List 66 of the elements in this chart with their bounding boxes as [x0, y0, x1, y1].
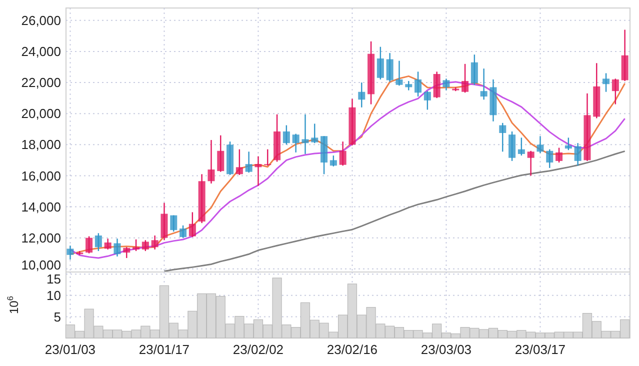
candlestick [442, 78, 450, 91]
candlestick [433, 71, 440, 99]
candlestick [86, 236, 93, 254]
candlestick [405, 80, 412, 91]
line-series [163, 150, 626, 272]
candlestick [339, 140, 346, 166]
candlestick [302, 114, 309, 155]
y-tick-label: 18,000 [21, 137, 61, 152]
candlestick [311, 123, 318, 144]
candlestick [236, 148, 243, 176]
candlestick [358, 82, 366, 108]
candlestick [386, 52, 394, 82]
candlestick [564, 137, 572, 151]
candlestick [527, 150, 534, 176]
candlestick [499, 122, 506, 152]
candlestick [170, 214, 178, 232]
candlestick [508, 130, 516, 162]
candlestick [292, 133, 300, 154]
candlestick [132, 238, 140, 252]
candlestick [470, 54, 478, 86]
candlestick [602, 72, 610, 92]
x-tick-label: 23/03/17 [514, 342, 566, 357]
x-tick-label: 23/02/02 [232, 342, 284, 357]
candlestick [208, 139, 215, 184]
x-tick-label: 23/03/03 [420, 342, 472, 357]
x-tick-label: 23/01/17 [138, 342, 190, 357]
y-tick-label: 10,000 [21, 258, 61, 273]
y-tick-label: 16,000 [21, 168, 61, 184]
candlestick [66, 245, 74, 260]
candlestick [142, 240, 149, 252]
candlestick [180, 224, 187, 238]
x-tick-label: 23/01/03 [44, 342, 96, 357]
y-tick-label: 12,000 [21, 230, 61, 246]
x-tick-label: 23/02/16 [326, 342, 378, 357]
y-tick-label: 15 [46, 272, 61, 287]
candlestick [518, 137, 525, 156]
candlestick [536, 136, 544, 154]
candlestick [396, 60, 403, 86]
candlestick [480, 68, 488, 100]
y-tick-label: 14,000 [21, 199, 61, 214]
candlestick [264, 148, 272, 166]
candlestick [282, 124, 290, 146]
candlestick [462, 63, 469, 94]
candlestick [574, 142, 582, 166]
candlestick [188, 212, 196, 238]
y-tick-label: 22,000 [21, 75, 61, 90]
candlestick [414, 71, 422, 98]
candlestick [94, 232, 102, 252]
candlestick [376, 46, 384, 80]
candlestick [104, 238, 112, 250]
y-tick-label: 24,000 [21, 44, 61, 60]
candlestick [556, 147, 563, 164]
candlestick [245, 151, 252, 174]
candlestick [123, 246, 130, 259]
y-tick-label: 26,000 [21, 12, 61, 28]
candlestick [612, 78, 619, 105]
candlestick [546, 148, 554, 169]
y-tick-label: 5 [54, 309, 61, 324]
candlestick [217, 134, 224, 172]
candlestick [330, 154, 337, 167]
candlestick [424, 90, 431, 110]
candlestick [114, 238, 121, 258]
candlestick [151, 234, 158, 250]
candlestick [254, 156, 262, 186]
y-tick-label: 10 [46, 288, 61, 303]
y-tick-label: 20,000 [21, 106, 61, 122]
